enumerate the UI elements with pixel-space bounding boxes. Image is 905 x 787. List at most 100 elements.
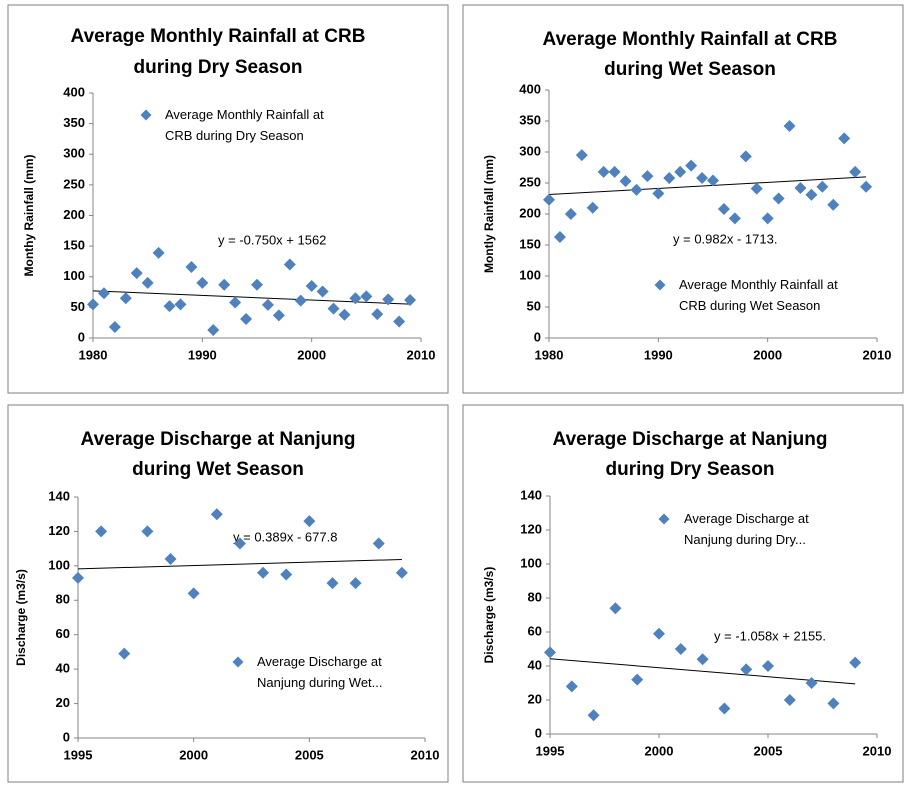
data-point <box>674 165 687 178</box>
data-point <box>280 568 293 581</box>
data-point <box>141 276 154 289</box>
legend-label: Average Monthly Rainfall at CRB during D… <box>165 107 324 143</box>
data-point <box>233 537 246 550</box>
y-tick-label: 350 <box>519 112 541 127</box>
y-tick-label: 200 <box>519 205 541 220</box>
data-point <box>382 293 395 306</box>
y-tick-label: 250 <box>63 176 85 191</box>
x-tick-label: 2005 <box>754 743 783 758</box>
y-tick-label: 150 <box>63 238 85 253</box>
data-point <box>544 646 556 659</box>
data-point <box>87 298 99 311</box>
data-point <box>805 188 818 201</box>
data-point <box>316 285 329 298</box>
data-point <box>97 287 110 300</box>
data-point <box>838 132 851 145</box>
x-tick-label: 1980 <box>535 347 564 362</box>
data-point <box>575 149 588 162</box>
y-tick-label: 40 <box>528 657 542 672</box>
trendline-equation: y = -1.058x + 2155. <box>714 628 826 643</box>
data-point <box>187 587 200 600</box>
data-point <box>327 302 340 315</box>
data-point <box>827 198 840 211</box>
y-tick-label: 50 <box>71 299 85 314</box>
chart-title: during Dry Season <box>606 459 775 480</box>
legend-marker <box>232 656 244 668</box>
x-tick-label: 2010 <box>863 743 892 758</box>
y-tick-label: 250 <box>519 174 541 189</box>
data-point <box>543 193 555 206</box>
y-tick-label: 120 <box>520 521 542 536</box>
data-point <box>761 212 774 225</box>
data-point <box>164 552 177 565</box>
data-point <box>210 508 223 521</box>
data-point <box>360 290 373 303</box>
x-tick-label: 1995 <box>64 747 93 762</box>
data-point <box>772 192 785 205</box>
y-tick-label: 400 <box>63 84 85 99</box>
y-tick-label: 100 <box>520 555 542 570</box>
legend-label: Average Monthly Rainfall at CRB during W… <box>679 277 838 313</box>
data-point <box>827 697 840 710</box>
y-tick-label: 0 <box>63 729 70 744</box>
panel-frame <box>7 4 449 394</box>
data-point <box>174 298 187 311</box>
y-tick-label: 400 <box>519 81 541 96</box>
data-point <box>849 656 862 669</box>
trendline <box>77 558 402 570</box>
y-axis-title: Monthy Rainfall (mm) <box>22 154 36 276</box>
data-point <box>272 309 285 322</box>
y-axis-title: Discharge (m3/s) <box>482 567 496 664</box>
trendline <box>548 176 867 196</box>
data-point <box>294 294 307 307</box>
data-point <box>207 324 220 337</box>
data-point <box>393 315 406 328</box>
y-tick-label: 140 <box>48 488 70 503</box>
data-point <box>783 119 796 132</box>
panel-frame <box>462 4 904 394</box>
data-point <box>251 278 263 291</box>
chart-title: Average Monthly Rainfall at CRB <box>543 29 838 50</box>
data-point <box>805 677 818 689</box>
data-point <box>261 298 274 311</box>
data-point <box>404 294 417 307</box>
x-tick-label: 1995 <box>536 743 565 758</box>
x-tick-label: 2010 <box>863 347 892 362</box>
data-point <box>305 279 318 292</box>
data-point <box>349 292 362 305</box>
data-point <box>685 159 698 172</box>
data-point <box>119 292 132 305</box>
data-point <box>553 230 566 243</box>
data-point <box>783 694 796 706</box>
chart-title: Average Discharge at Nanjung <box>81 429 356 450</box>
chart-title: during Wet Season <box>132 459 304 480</box>
data-point <box>717 203 730 216</box>
y-tick-label: 120 <box>48 523 70 538</box>
data-point <box>564 208 577 220</box>
data-point <box>630 183 643 196</box>
y-tick-label: 200 <box>63 207 85 222</box>
trendline-equation: y = -0.750x + 1562 <box>218 232 326 247</box>
chart-title: Average Discharge at Nanjung <box>553 429 828 450</box>
y-tick-label: 100 <box>63 268 85 283</box>
data-point <box>118 647 131 660</box>
panel-frame <box>7 404 449 783</box>
x-tick-label: 2000 <box>753 347 782 362</box>
data-point <box>696 172 709 185</box>
data-point <box>72 571 84 584</box>
data-point <box>750 182 763 195</box>
data-point <box>728 212 741 225</box>
data-point <box>283 258 296 271</box>
x-tick-label: 2000 <box>179 747 208 762</box>
data-point <box>652 187 665 200</box>
data-point <box>185 260 198 273</box>
y-tick-label: 150 <box>519 236 541 251</box>
y-tick-label: 350 <box>63 115 85 130</box>
data-point <box>619 175 632 188</box>
data-point <box>372 537 385 550</box>
data-point <box>95 525 108 538</box>
data-point <box>718 702 731 715</box>
legend-marker <box>658 513 670 525</box>
legend-label: Average Discharge at Nanjung during Dry.… <box>684 511 809 547</box>
data-point <box>816 180 829 193</box>
